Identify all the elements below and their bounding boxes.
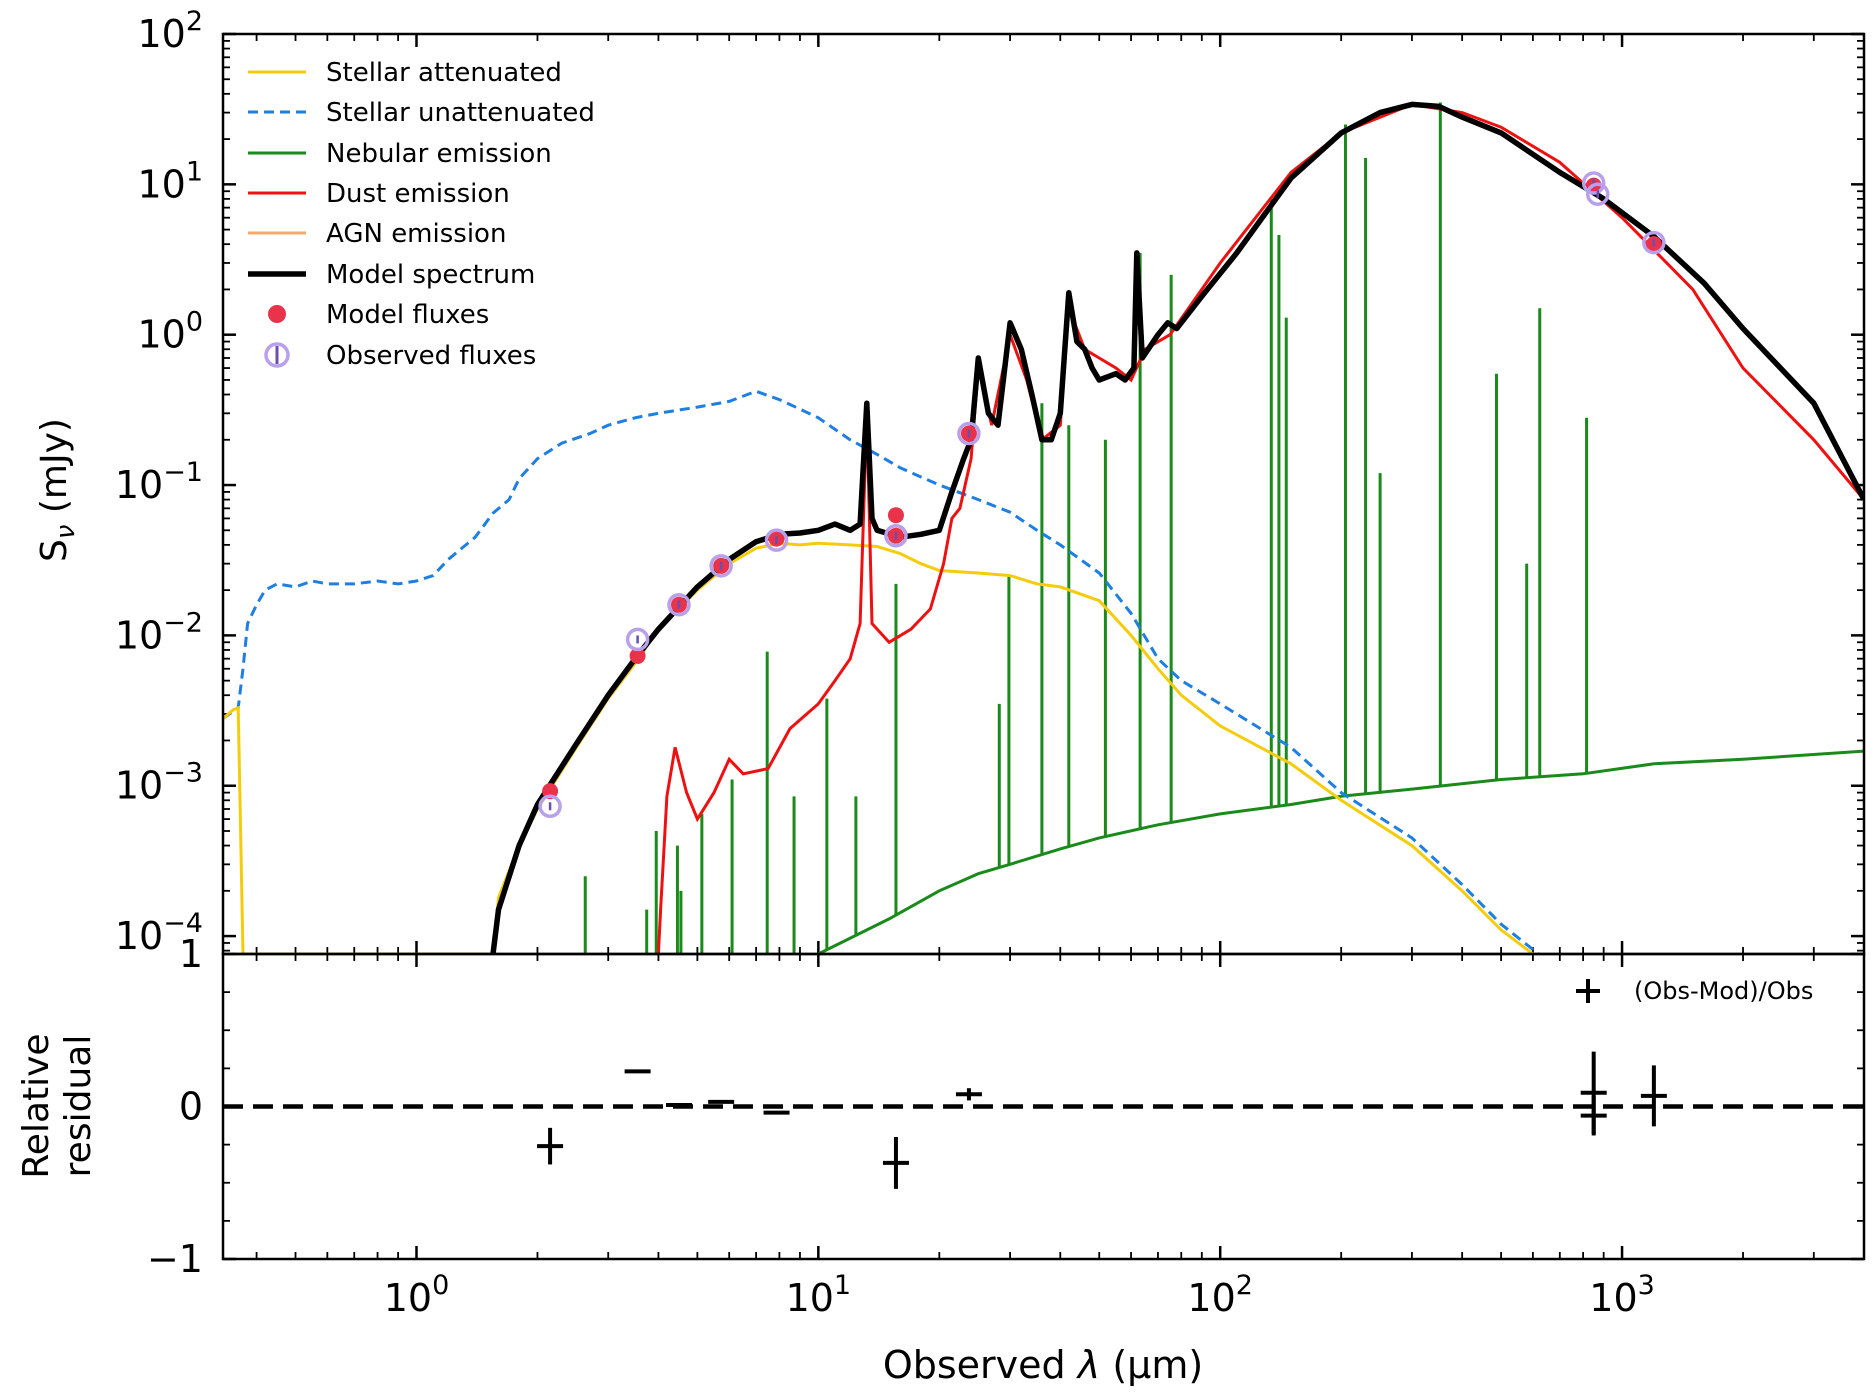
residual-frame — [221, 952, 1866, 1261]
sed-y-tick-label-1: 10−3 — [115, 758, 203, 808]
sed-y-tick-label-4: 100 — [137, 307, 203, 357]
x-tick-label-0: 100 — [384, 1270, 450, 1320]
legend-label-dust-emission: Dust emission — [326, 179, 510, 209]
nebular-emission-lines — [583, 102, 1589, 954]
residual-points — [537, 1051, 1667, 1189]
sed-legend: Stellar attenuated Stellar unattenuated … — [248, 58, 595, 371]
residual-y-tick-label-1: 0 — [179, 1085, 203, 1129]
sed-y-tick-labels: 10−4 10−3 10−2 10−1 100 101 102 — [115, 6, 203, 958]
series-stellar-attenuated — [223, 541, 1534, 954]
model-fluxes — [542, 177, 1662, 800]
residual-legend-label: (Obs-Mod)/Obs — [1634, 977, 1813, 1005]
observed-flux-point-1 — [625, 627, 650, 652]
legend-swatch-observed-fluxes — [264, 342, 290, 368]
legend-label-model-fluxes: Model fluxes — [326, 300, 489, 330]
series-stellar-unattenuated — [223, 389, 1540, 954]
observed-flux-point-6 — [957, 421, 981, 446]
sed-y-axis-label: Sν (mJy) — [34, 418, 81, 562]
series-dust-emission — [656, 102, 1864, 954]
residual-y-tick-labels: −1 0 1 — [147, 932, 203, 1281]
observed-fluxes — [538, 171, 1666, 819]
residual-y-label-line2: residual — [58, 1035, 99, 1178]
sed-y-tick-label-6: 102 — [137, 6, 203, 56]
legend-label-agn-emission: AGN emission — [326, 219, 506, 249]
main-minor-ticks — [223, 32, 1864, 954]
legend-label-model-spectrum: Model spectrum — [326, 260, 535, 290]
residual-y-label-line1: Relative — [16, 1033, 57, 1178]
residual-panel: −1 0 1 100 101 102 103 Relative residual Obse… — [16, 932, 1866, 1387]
sed-y-tick-label-3: 10−1 — [115, 457, 203, 507]
x-tick-label-2: 102 — [1187, 1270, 1253, 1320]
residual-x-tick-labels: 100 101 102 103 — [384, 1270, 1655, 1320]
residual-y-tick-label-2: 1 — [179, 932, 203, 976]
model-flux-point-5 — [887, 507, 904, 524]
residual-y-tick-label-0: −1 — [147, 1237, 203, 1281]
x-tick-label-1: 101 — [786, 1270, 852, 1320]
observed-flux-point-3 — [709, 554, 733, 578]
observed-flux-point-8 — [1586, 182, 1610, 206]
sed-y-tick-label-2: 10−2 — [115, 607, 203, 657]
observed-flux-point-9 — [1642, 230, 1666, 255]
observed-flux-point-2 — [667, 592, 691, 617]
x-tick-label-3: 103 — [1589, 1270, 1655, 1320]
model-flux-point-0 — [542, 783, 559, 800]
series-nebular-emission — [817, 749, 1864, 954]
sed-plot-area — [223, 101, 1864, 954]
legend-label-nebular-emission: Nebular emission — [326, 139, 552, 169]
observed-flux-point-0 — [538, 794, 562, 819]
legend-label-stellar-attenuated: Stellar attenuated — [326, 58, 562, 88]
sed-y-tick-label-0: 10−4 — [115, 908, 203, 958]
observed-flux-point-4 — [764, 528, 789, 552]
sed-frame — [221, 32, 1866, 956]
observed-flux-point-7 — [1581, 171, 1606, 195]
sed-y-tick-label-5: 101 — [137, 156, 203, 206]
x-axis-label: Observed λ (μm) — [883, 1343, 1203, 1387]
model-flux-point-1 — [629, 647, 646, 664]
observed-flux-point-5 — [884, 523, 908, 548]
legend-swatch-model-fluxes — [268, 305, 286, 323]
legend-label-stellar-unattenuated: Stellar unattenuated — [326, 98, 595, 128]
residual-legend: (Obs-Mod)/Obs — [1576, 977, 1813, 1005]
legend-label-observed-fluxes: Observed fluxes — [326, 341, 536, 371]
sed-panel: 10−4 10−3 10−2 10−1 100 101 102 Sν (mJy) Stell… — [34, 6, 1866, 958]
